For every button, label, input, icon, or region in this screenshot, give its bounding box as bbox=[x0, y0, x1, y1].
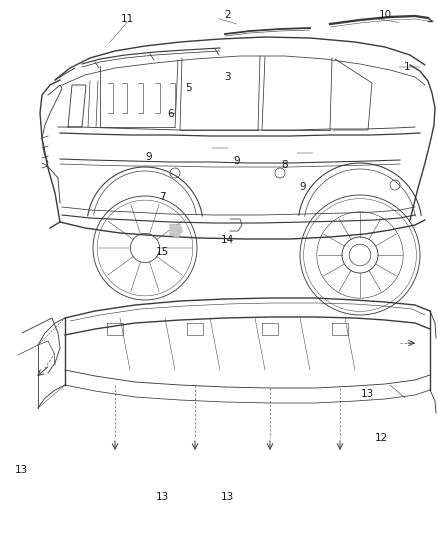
Text: 6: 6 bbox=[167, 109, 174, 118]
Text: 7: 7 bbox=[159, 192, 166, 202]
Text: 15: 15 bbox=[155, 247, 169, 256]
Polygon shape bbox=[170, 225, 182, 237]
Text: 9: 9 bbox=[145, 152, 152, 162]
Text: 3: 3 bbox=[224, 72, 231, 82]
Text: 8: 8 bbox=[281, 160, 288, 170]
Text: 5: 5 bbox=[185, 83, 192, 93]
Text: 1: 1 bbox=[404, 62, 411, 71]
Text: 9: 9 bbox=[299, 182, 306, 191]
Text: 13: 13 bbox=[221, 492, 234, 502]
Text: 9: 9 bbox=[233, 157, 240, 166]
Text: 13: 13 bbox=[15, 465, 28, 475]
Text: 11: 11 bbox=[120, 14, 134, 23]
Text: 10: 10 bbox=[379, 10, 392, 20]
Text: 12: 12 bbox=[374, 433, 388, 443]
Text: 14: 14 bbox=[221, 235, 234, 245]
Text: 2: 2 bbox=[224, 10, 231, 20]
Text: 13: 13 bbox=[155, 492, 169, 502]
Text: 13: 13 bbox=[361, 390, 374, 399]
